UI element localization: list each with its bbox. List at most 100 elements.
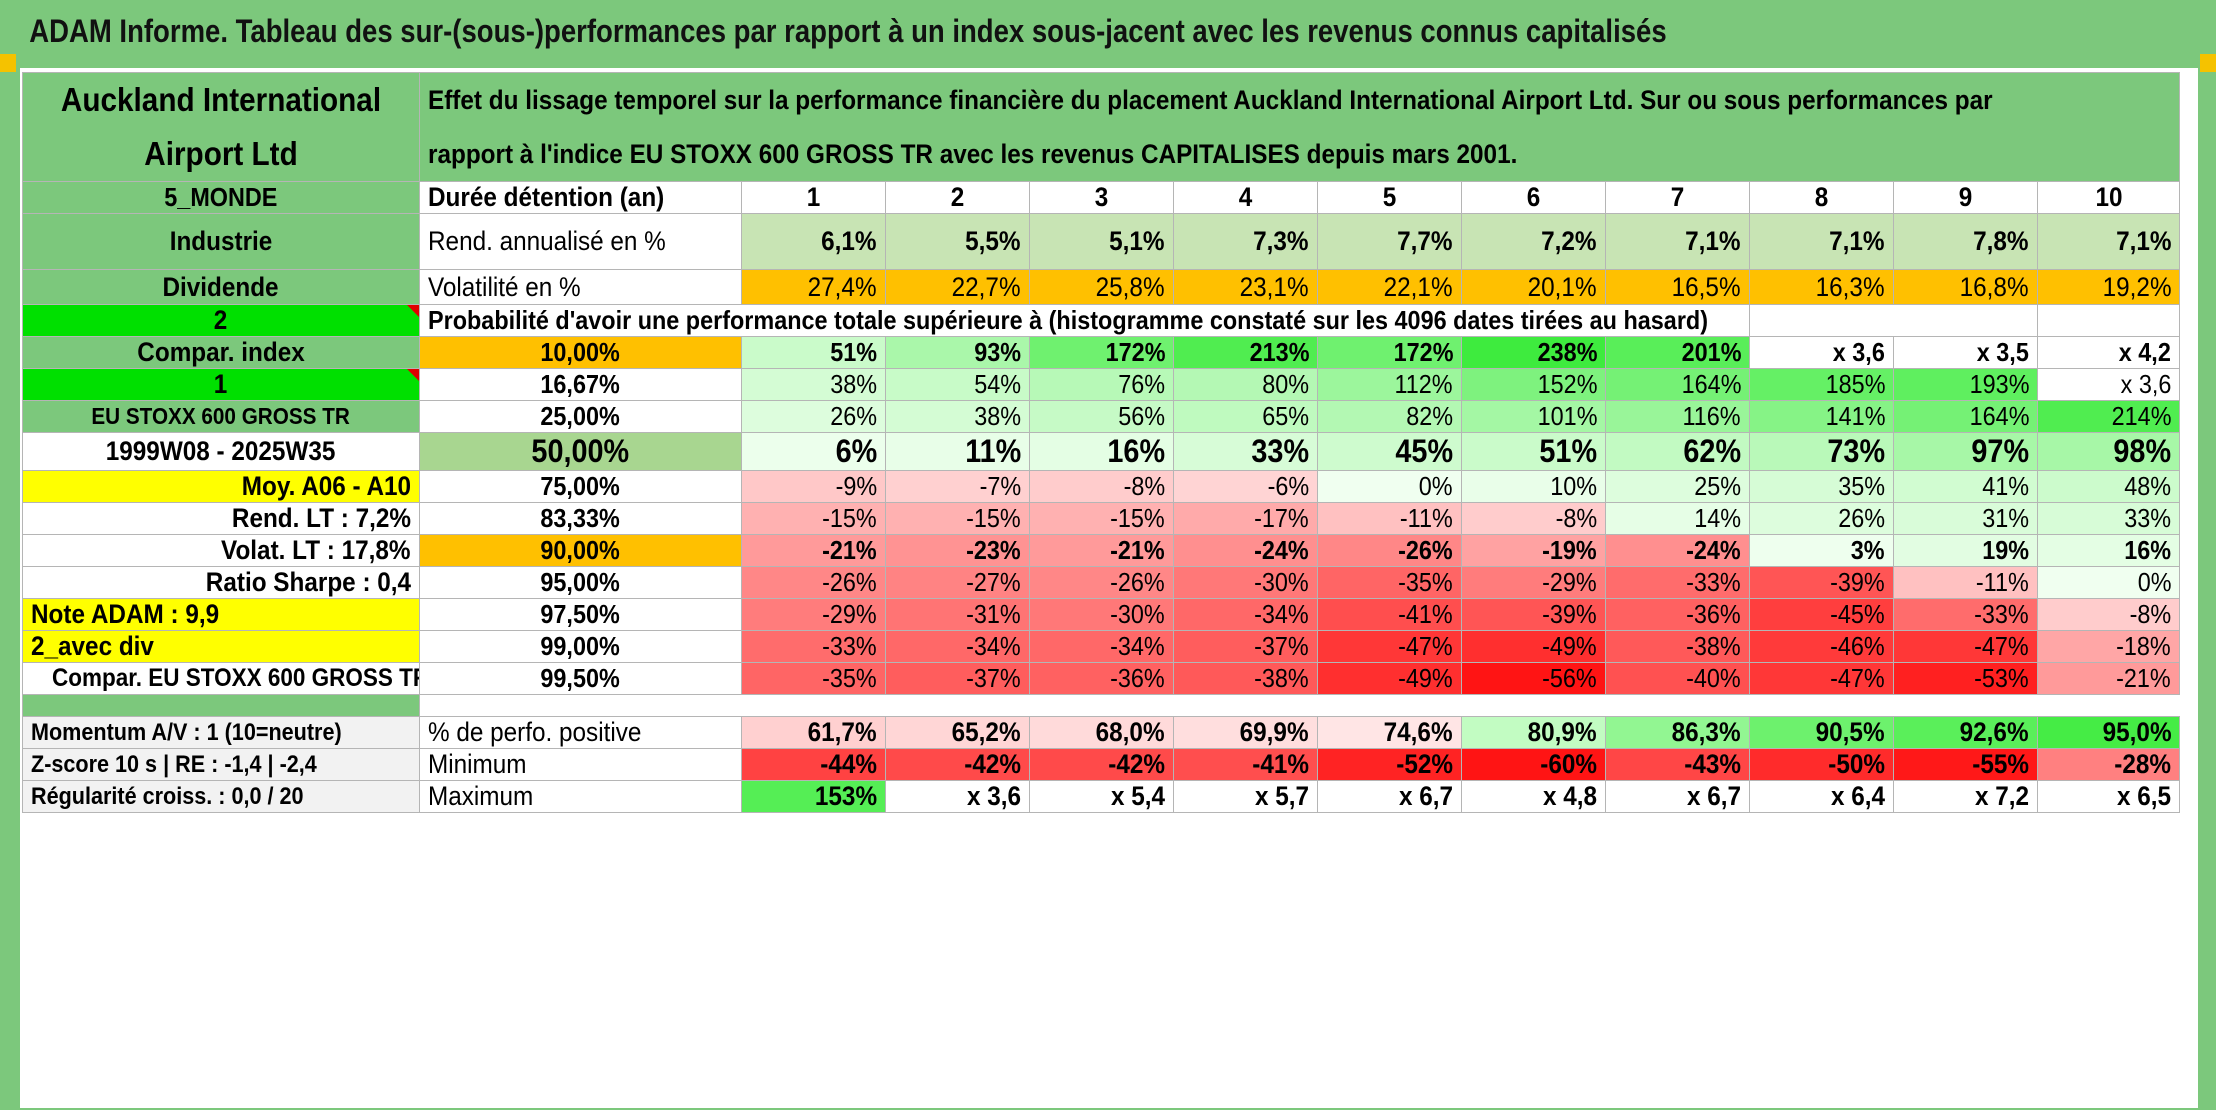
probability-title-text: Probabilité d'avoir une performance tota… bbox=[428, 305, 1709, 336]
percentile-value: 19% bbox=[1893, 534, 2038, 567]
year-header-text: 5 bbox=[1382, 182, 1397, 213]
percentile-value-text: -29% bbox=[822, 599, 877, 630]
percentile-value-text: 116% bbox=[1682, 401, 1741, 432]
left-label: Rend. LT : 7,2% bbox=[22, 502, 420, 535]
percentile-value-text: -21% bbox=[2116, 663, 2172, 694]
return-value: 7,8% bbox=[1893, 213, 2038, 270]
bottom-value-text: -52% bbox=[1396, 749, 1453, 780]
percentile-value-text: -38% bbox=[1254, 663, 1309, 694]
percentile-value: -35% bbox=[1317, 566, 1462, 599]
bottom-value: 92,6% bbox=[1893, 716, 2038, 749]
percentile-value: 0% bbox=[1317, 470, 1462, 503]
description-text: Effet du lissage temporel sur la perform… bbox=[428, 85, 1993, 169]
bottom-value-text: 153% bbox=[814, 781, 877, 812]
year-header-text: 7 bbox=[1670, 182, 1685, 213]
percentile-label-text: 50,00% bbox=[531, 433, 630, 470]
percentile-value: -37% bbox=[1173, 630, 1318, 663]
percentile-value-text: -45% bbox=[1830, 599, 1885, 630]
percentile-value-text: 0% bbox=[1419, 471, 1453, 502]
bottom-value: 74,6% bbox=[1317, 716, 1462, 749]
bottom-value: 65,2% bbox=[885, 716, 1030, 749]
bottom-value-text: -60% bbox=[1540, 749, 1597, 780]
percentile-value: -46% bbox=[1749, 630, 1894, 663]
percentile-value-text: 25% bbox=[1694, 471, 1741, 502]
left-label-text: Note ADAM : 9,9 bbox=[31, 599, 220, 630]
percentile-value: -11% bbox=[1893, 566, 2038, 599]
percentile-value-text: -41% bbox=[1398, 599, 1453, 630]
percentile-value: -18% bbox=[2036, 630, 2181, 663]
percentile-value-text: 238% bbox=[1537, 337, 1597, 368]
percentile-value: -15% bbox=[1029, 502, 1174, 535]
percentile-label: 99,50% bbox=[419, 662, 742, 695]
left-label: Ratio Sharpe : 0,4 bbox=[22, 566, 420, 599]
percentile-value-text: 14% bbox=[1694, 503, 1741, 534]
year-header: 4 bbox=[1173, 181, 1318, 214]
percentile-value: -9% bbox=[741, 470, 886, 503]
left-label-text: Moy. A06 - A10 bbox=[241, 471, 411, 502]
volatility-value: 16,5% bbox=[1605, 269, 1750, 305]
return-value-text: 7,1% bbox=[2115, 226, 2172, 256]
percentile-value-text: -36% bbox=[1110, 663, 1165, 694]
percentile-label-text: 97,50% bbox=[540, 599, 621, 630]
percentile-value-text: 164% bbox=[1681, 369, 1741, 400]
percentile-value: x 3,6 bbox=[2036, 368, 2181, 401]
percentile-value-text: 82% bbox=[1406, 401, 1453, 432]
percentile-value-text: -33% bbox=[822, 631, 877, 662]
percentile-value-text: 33% bbox=[2124, 503, 2172, 534]
return-value-text: 7,7% bbox=[1397, 226, 1453, 256]
bottom-value-text: 68,0% bbox=[1096, 717, 1165, 748]
percentile-value-text: 185% bbox=[1825, 369, 1885, 400]
bottom-value-text: 61,7% bbox=[808, 717, 877, 748]
percentile-value: 33% bbox=[1173, 432, 1318, 471]
percentile-value-text: 6% bbox=[835, 433, 877, 470]
empty-cell bbox=[1749, 304, 2038, 337]
percentile-value: 45% bbox=[1317, 432, 1462, 471]
bottom-value-text: x 6,5 bbox=[2117, 781, 2172, 812]
percentile-value-text: -15% bbox=[966, 503, 1021, 534]
percentile-value: -56% bbox=[1461, 662, 1606, 695]
percentile-label: 16,67% bbox=[419, 368, 742, 401]
bottom-title: % de perfo. positive bbox=[419, 716, 742, 749]
bottom-value: 80,9% bbox=[1461, 716, 1606, 749]
percentile-value-text: 16% bbox=[2124, 535, 2172, 566]
bottom-value-text: x 3,6 bbox=[966, 781, 1021, 812]
year-header-text: 4 bbox=[1238, 182, 1253, 213]
percentile-value-text: 35% bbox=[1838, 471, 1885, 502]
percentile-value: 48% bbox=[2036, 470, 2181, 503]
bottom-value: x 6,4 bbox=[1749, 780, 1894, 813]
percentile-value: -38% bbox=[1605, 630, 1750, 663]
percentile-value-text: 76% bbox=[1118, 369, 1165, 400]
bottom-title-text: Maximum bbox=[428, 781, 534, 812]
left-label-text: Compar. index bbox=[137, 337, 305, 368]
bottom-value-text: x 5,7 bbox=[1254, 781, 1309, 812]
percentile-value-text: -9% bbox=[835, 471, 877, 502]
percentile-value-text: -47% bbox=[1398, 631, 1453, 662]
company-name: Auckland International Airport Ltd bbox=[22, 72, 420, 182]
bottom-value: x 5,7 bbox=[1173, 780, 1318, 813]
percentile-value: 38% bbox=[741, 368, 886, 401]
percentile-value: -39% bbox=[1749, 566, 1894, 599]
percentile-value-text: -24% bbox=[1254, 535, 1309, 566]
percentile-value-text: 16% bbox=[1107, 433, 1165, 470]
percentile-value-text: -26% bbox=[822, 567, 877, 598]
return-value: 7,2% bbox=[1461, 213, 1606, 270]
bottom-value: 68,0% bbox=[1029, 716, 1174, 749]
percentile-value-text: 38% bbox=[974, 401, 1021, 432]
percentile-label-text: 90,00% bbox=[540, 535, 621, 566]
spacer-cell bbox=[419, 694, 2180, 717]
percentile-value: 16% bbox=[2036, 534, 2181, 567]
bottom-label-text: Momentum A/V : 1 (10=neutre) bbox=[31, 718, 342, 746]
bottom-label-text: Régularité croiss. : 0,0 / 20 bbox=[31, 782, 304, 810]
percentile-value: 16% bbox=[1029, 432, 1174, 471]
percentile-value-text: -36% bbox=[1686, 599, 1741, 630]
left-label-text: Volat. LT : 17,8% bbox=[221, 535, 411, 566]
bottom-value: -42% bbox=[1029, 748, 1174, 781]
duration-title: Durée détention (an) bbox=[419, 181, 742, 214]
percentile-value: -8% bbox=[1029, 470, 1174, 503]
year-header: 2 bbox=[885, 181, 1030, 214]
percentile-value: 213% bbox=[1173, 336, 1318, 369]
volatility-value-text: 20,1% bbox=[1528, 271, 1597, 302]
bottom-value-text: 69,9% bbox=[1240, 717, 1309, 748]
percentile-value-text: 73% bbox=[1827, 433, 1885, 470]
volatility-title-text: Volatilité en % bbox=[428, 271, 581, 302]
